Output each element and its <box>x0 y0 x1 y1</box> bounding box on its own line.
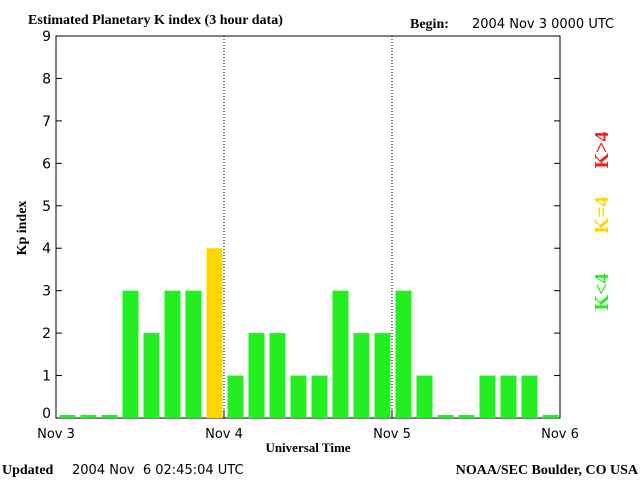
kp-bar <box>143 333 160 418</box>
legend-k-less-4: K<4 <box>591 274 613 311</box>
day-separators <box>223 36 393 418</box>
legend-k-greater-4: K>4 <box>591 132 613 169</box>
kp-bars <box>59 248 559 418</box>
kp-bar <box>479 375 496 418</box>
kp-bar <box>332 290 349 418</box>
y-tick-label: 3 <box>42 284 51 300</box>
kp-bar <box>101 415 118 418</box>
kp-bar <box>80 415 97 418</box>
x-tick-label: Nov 4 <box>205 427 243 442</box>
chart-title: Estimated Planetary K index (3 hour data… <box>28 13 283 28</box>
y-axis: 0 1 2 3 4 5 6 7 8 9 <box>42 29 560 422</box>
y-tick-label: 2 <box>42 326 51 342</box>
y-tick-label: 7 <box>42 114 51 130</box>
y-tick-label: 6 <box>42 156 51 172</box>
updated-label: Updated <box>2 463 54 478</box>
x-axis: Nov 3 Nov 4 Nov 5 Nov 6 <box>37 410 579 442</box>
y-tick-label: 5 <box>42 199 51 215</box>
kp-bar <box>353 333 370 418</box>
y-tick-label: 8 <box>42 71 51 87</box>
kp-bar <box>206 248 223 418</box>
kp-bar <box>269 333 286 418</box>
begin-label: Begin: <box>410 17 449 32</box>
kp-bar <box>164 290 181 418</box>
kp-bar <box>395 290 412 418</box>
kp-bar <box>374 333 391 418</box>
begin-value: 2004 Nov 3 0000 UTC <box>472 17 614 32</box>
x-tick-label: Nov 5 <box>373 427 411 442</box>
kp-bar <box>311 375 328 418</box>
kp-bar <box>521 375 538 418</box>
source-credit: NOAA/SEC Boulder, CO USA <box>456 463 639 478</box>
y-tick-label: 0 <box>42 406 51 422</box>
kp-bar <box>248 333 265 418</box>
kp-bar <box>542 415 559 418</box>
kp-bar <box>185 290 202 418</box>
x-axis-label: Universal Time <box>265 440 350 455</box>
kp-bar <box>458 415 475 418</box>
y-tick-label: 4 <box>42 241 51 257</box>
kp-bar <box>437 415 454 418</box>
y-tick-label: 9 <box>42 29 51 45</box>
kp-bar <box>122 290 139 418</box>
updated-value: 2004 Nov 6 02:45:04 UTC <box>72 463 244 478</box>
y-tick-label: 1 <box>42 369 51 385</box>
legend-k-equal-4: K=4 <box>591 197 613 234</box>
y-axis-label: Kp index <box>15 201 30 256</box>
x-tick-label: Nov 6 <box>541 427 579 442</box>
kp-bar <box>500 375 517 418</box>
kp-bar <box>290 375 307 418</box>
kp-bar <box>416 375 433 418</box>
kp-bar <box>59 415 76 418</box>
x-tick-label: Nov 3 <box>37 427 75 442</box>
plot-frame <box>55 35 561 419</box>
kp-bar <box>227 375 244 418</box>
